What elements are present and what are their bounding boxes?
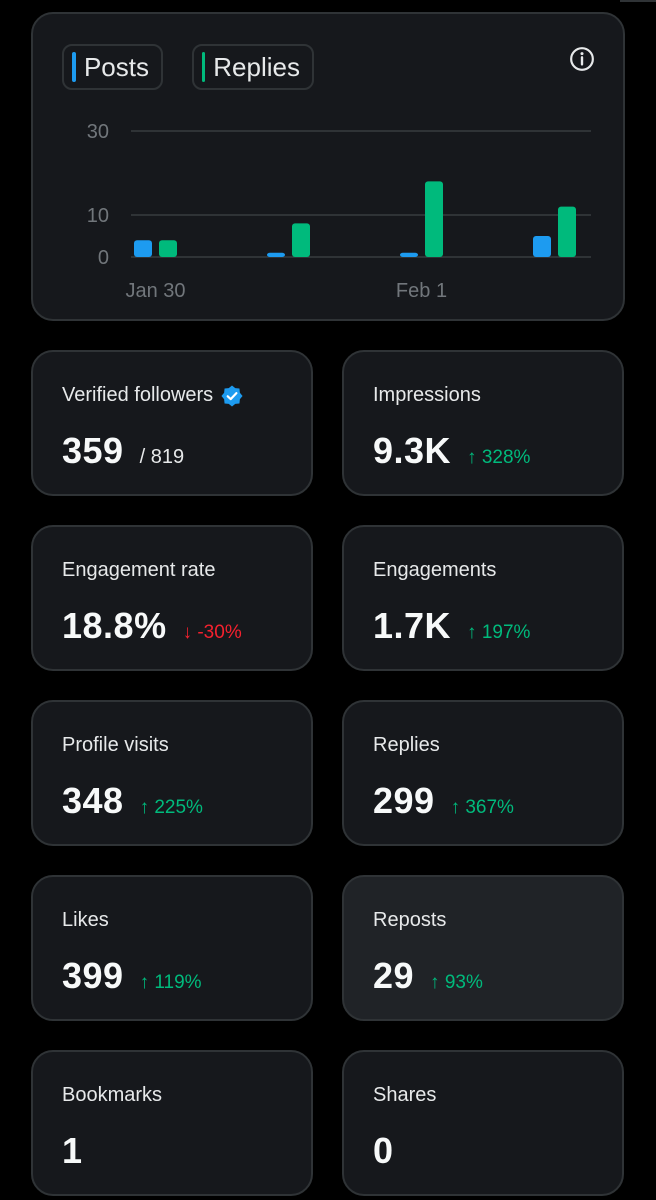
- stat-card-likes[interactable]: Likes 399 ↑ 119%: [31, 875, 313, 1021]
- legend-replies-label: Replies: [213, 51, 300, 82]
- stat-title-row: Bookmarks: [62, 1084, 162, 1107]
- stat-card-replies[interactable]: Replies 299 ↑ 367%: [342, 700, 624, 846]
- posts-bar[interactable]: [267, 252, 285, 257]
- stat-card-verified-followers[interactable]: Verified followers 359 / 819: [31, 350, 313, 496]
- stat-title: Bookmarks: [62, 1084, 163, 1106]
- stat-total: / 819: [139, 446, 185, 468]
- stat-value: 348: [62, 780, 124, 821]
- stat-card-reposts[interactable]: Reposts 29 ↑ 93%: [342, 875, 624, 1021]
- verified-badge-icon: [221, 384, 243, 407]
- stat-value: 399: [62, 955, 124, 996]
- posts-bar[interactable]: [400, 252, 418, 257]
- stat-title-row: Replies: [373, 734, 440, 757]
- posts-color-swatch: [72, 52, 76, 82]
- stat-value: 18.8%: [62, 605, 167, 646]
- legend-replies-toggle[interactable]: Replies: [192, 44, 314, 90]
- replies-bar[interactable]: [292, 223, 310, 257]
- replies-bar[interactable]: [425, 181, 443, 257]
- stat-card-profile-visits[interactable]: Profile visits 348 ↑ 225%: [31, 700, 313, 846]
- stat-value-row: 1: [62, 1130, 83, 1172]
- y-tick-label: 10: [87, 205, 109, 227]
- stat-title: Profile visits: [62, 734, 169, 756]
- stat-change: ↑ 328%: [467, 447, 531, 468]
- stat-title-row: Impressions: [373, 384, 481, 407]
- stat-change: ↓ -30%: [182, 622, 242, 643]
- stat-card-bookmarks[interactable]: Bookmarks 1: [31, 1050, 313, 1196]
- stat-value: 0: [373, 1130, 394, 1171]
- stat-title: Shares: [373, 1084, 437, 1106]
- stat-title-row: Engagement rate: [62, 559, 215, 582]
- stat-value-row: 9.3K ↑ 328%: [373, 430, 530, 472]
- stat-title: Engagements: [373, 559, 497, 581]
- posts-bar[interactable]: [134, 240, 152, 257]
- stat-card-engagement-rate[interactable]: Engagement rate 18.8% ↓ -30%: [31, 525, 313, 671]
- stat-title-row: Verified followers: [62, 384, 243, 407]
- stat-title-row: Profile visits: [62, 734, 169, 757]
- stat-value-row: 299 ↑ 367%: [373, 780, 514, 822]
- replies-color-swatch: [202, 52, 206, 82]
- posts-bar[interactable]: [533, 236, 551, 257]
- stat-value-row: 0: [373, 1130, 394, 1172]
- stat-value: 9.3K: [373, 430, 452, 471]
- stat-value: 1: [62, 1130, 83, 1171]
- stat-value-row: 18.8% ↓ -30%: [62, 605, 242, 647]
- stat-title: Verified followers: [62, 384, 214, 406]
- stat-value: 359: [62, 430, 124, 471]
- stat-title-row: Engagements: [373, 559, 496, 582]
- stat-card-shares[interactable]: Shares 0: [342, 1050, 624, 1196]
- legend-posts-label: Posts: [83, 51, 149, 82]
- replies-bar[interactable]: [558, 206, 576, 257]
- stat-value: 299: [373, 780, 435, 821]
- stat-change: ↑ 119%: [139, 972, 202, 993]
- stat-card-impressions[interactable]: Impressions 9.3K ↑ 328%: [342, 350, 624, 496]
- stat-change: ↑ 197%: [467, 622, 531, 643]
- replies-bar[interactable]: [159, 240, 177, 257]
- stat-title: Engagement rate: [62, 559, 216, 581]
- stat-change: ↑ 225%: [139, 797, 203, 818]
- stat-title: Reposts: [373, 909, 447, 931]
- info-circle-icon[interactable]: [569, 46, 595, 72]
- stat-change: ↑ 93%: [430, 972, 483, 993]
- stat-title: Likes: [62, 909, 109, 931]
- top-divider: [0, 0, 656, 10]
- stat-title-row: Reposts: [373, 909, 446, 932]
- stat-value-row: 29 ↑ 93%: [373, 955, 483, 997]
- stat-title: Replies: [373, 734, 440, 756]
- y-tick-label: 0: [98, 247, 109, 269]
- stat-title-row: Shares: [373, 1084, 436, 1107]
- stat-title-row: Likes: [62, 909, 109, 932]
- stat-change: ↑ 367%: [450, 797, 514, 818]
- stat-value: 1.7K: [373, 605, 452, 646]
- stat-value-row: 1.7K ↑ 197%: [373, 605, 530, 647]
- stat-title: Impressions: [373, 384, 481, 406]
- stat-card-engagements[interactable]: Engagements 1.7K ↑ 197%: [342, 525, 624, 671]
- stat-value-row: 399 ↑ 119%: [62, 955, 202, 997]
- x-tick-label: Jan 30: [125, 280, 185, 302]
- y-tick-label: 30: [87, 121, 109, 143]
- legend-posts-toggle[interactable]: Posts: [62, 44, 163, 90]
- x-tick-label: Feb 1: [396, 280, 447, 302]
- stat-value-row: 359 / 819: [62, 430, 184, 472]
- stat-value: 29: [373, 955, 415, 996]
- stat-value-row: 348 ↑ 225%: [62, 780, 203, 822]
